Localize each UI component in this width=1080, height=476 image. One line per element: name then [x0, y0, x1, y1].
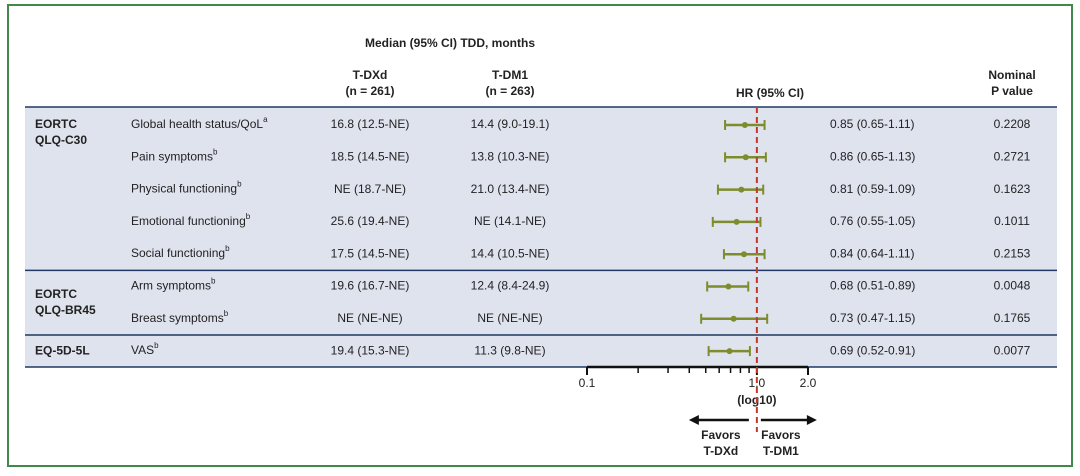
row-label-sup: a	[263, 115, 268, 124]
p-value: 0.1765	[994, 311, 1031, 325]
arm1-value: NE (18.7-NE)	[334, 182, 406, 196]
row-label: Social functioningb	[131, 244, 230, 260]
row-label: Arm symptomsb	[131, 277, 216, 293]
row-label-sup: b	[225, 244, 230, 253]
group-label: QLQ-BR45	[35, 303, 96, 317]
row-label-text: Emotional functioning	[131, 214, 246, 228]
arm2-value: 12.4 (8.4-24.9)	[471, 279, 550, 293]
arm1-value: 16.8 (12.5-NE)	[331, 117, 410, 131]
arm2-value: 21.0 (13.4-NE)	[471, 182, 550, 196]
arm1-value: 19.4 (15.3-NE)	[331, 343, 410, 357]
hr-value: 0.73 (0.47-1.15)	[830, 311, 915, 325]
row-label-text: Global health status/QoL	[131, 117, 263, 131]
p-title: P value	[991, 84, 1033, 98]
group-label: EORTC	[35, 117, 77, 131]
row-label-text: Social functioning	[131, 246, 225, 260]
row-label-sup: b	[224, 309, 229, 318]
row-label-text: Breast symptoms	[131, 311, 224, 325]
row-label-sup: b	[246, 212, 251, 221]
hr-value: 0.84 (0.64-1.11)	[830, 246, 915, 260]
arm2-value: NE (14.1-NE)	[474, 214, 546, 228]
favors-left: Favors	[701, 428, 741, 442]
arm2-n: (n = 263)	[485, 84, 534, 98]
hr-point	[742, 154, 749, 161]
hr-point	[741, 251, 748, 258]
hr-point	[725, 283, 732, 290]
row-label-sup: b	[237, 180, 242, 189]
arm1-title: T-DXd	[353, 68, 388, 82]
arm1-value: 18.5 (14.5-NE)	[331, 149, 410, 163]
hr-point	[730, 315, 737, 322]
row-label: Emotional functioningb	[131, 212, 251, 228]
arm2-value: 14.4 (9.0-19.1)	[471, 117, 550, 131]
row-label: Global health status/QoLa	[131, 115, 268, 131]
row-label: Breast symptomsb	[131, 309, 229, 325]
row-label-sup: b	[154, 341, 159, 350]
hr-title: HR (95% CI)	[736, 86, 804, 100]
hr-point	[741, 122, 748, 128]
content: Median (95% CI) TDD, months T-DXd (n = 261…	[25, 36, 1057, 458]
hr-point	[738, 186, 745, 193]
x-tick-label: 0.1	[579, 376, 596, 390]
hr-value: 0.69 (0.52-0.91)	[830, 343, 915, 357]
row-label-text: Pain symptoms	[131, 149, 213, 163]
p-title: Nominal	[988, 68, 1035, 82]
arm2-value: 14.4 (10.5-NE)	[471, 246, 550, 260]
hr-point	[733, 218, 740, 225]
hr-value: 0.85 (0.65-1.11)	[830, 117, 915, 131]
table-shade	[25, 107, 1057, 367]
row-label: VASb	[131, 341, 159, 357]
p-value: 0.1623	[994, 182, 1031, 196]
arm2-value: 11.3 (9.8-NE)	[474, 343, 545, 357]
favors-right: T-DM1	[763, 444, 799, 458]
row-label-text: VAS	[131, 343, 154, 357]
arrow-left-head	[688, 415, 699, 425]
row-label: Physical functioningb	[131, 180, 242, 196]
arm1-value: NE (NE-NE)	[337, 311, 402, 325]
row-label-text: Physical functioning	[131, 182, 237, 196]
group-label: QLQ-C30	[35, 133, 87, 147]
median-title: Median (95% CI) TDD, months	[365, 36, 535, 50]
p-value: 0.1011	[994, 214, 1030, 228]
group-label: EQ-5D-5L	[35, 343, 90, 357]
group-label: EORTC	[35, 287, 77, 301]
p-value: 0.2208	[994, 117, 1031, 131]
hr-point	[726, 348, 733, 355]
favors-right: Favors	[761, 428, 801, 442]
p-value: 0.0077	[994, 343, 1031, 357]
hr-value: 0.68 (0.51-0.89)	[830, 279, 915, 293]
row-label-text: Arm symptoms	[131, 279, 211, 293]
arm2-value: 13.8 (10.3-NE)	[471, 149, 550, 163]
row-label-sup: b	[211, 277, 216, 286]
arrow-right-head	[806, 415, 817, 425]
arm1-n: (n = 261)	[345, 84, 394, 98]
arm1-value: 25.6 (19.4-NE)	[331, 214, 410, 228]
p-value: 0.2153	[994, 246, 1031, 260]
hr-value: 0.86 (0.65-1.13)	[830, 149, 915, 163]
arm1-value: 19.6 (16.7-NE)	[331, 279, 410, 293]
arm1-value: 17.5 (14.5-NE)	[331, 246, 410, 260]
arm2-title: T-DM1	[492, 68, 528, 82]
hr-value: 0.81 (0.59-1.09)	[830, 182, 915, 196]
p-value: 0.0048	[994, 279, 1031, 293]
row-label: Pain symptomsb	[131, 147, 218, 163]
arm2-value: NE (NE-NE)	[477, 311, 542, 325]
row-label-sup: b	[213, 147, 218, 156]
x-tick-label: 2.0	[800, 376, 817, 390]
p-value: 0.2721	[994, 149, 1031, 163]
hr-value: 0.76 (0.55-1.05)	[830, 214, 915, 228]
x-tick-label: 1.0	[749, 376, 766, 390]
favors-left: T-DXd	[704, 444, 739, 458]
